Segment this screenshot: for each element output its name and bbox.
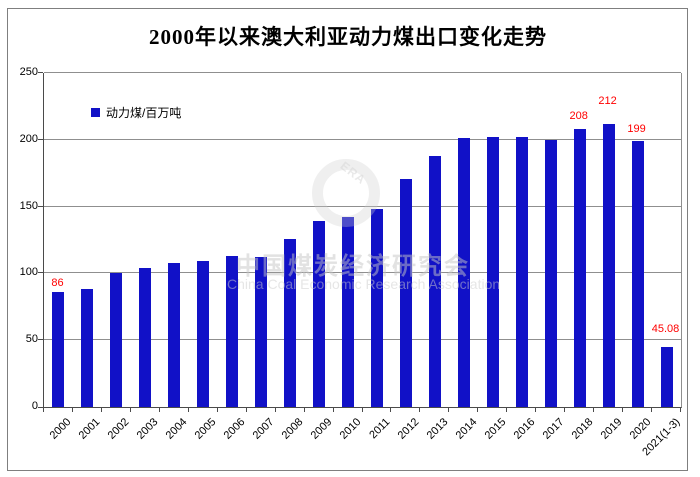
y-axis-tick-mark bbox=[38, 72, 43, 73]
watermark-english-text: China Coal Economic Research Association bbox=[227, 276, 501, 292]
x-axis-tick-mark bbox=[477, 408, 479, 412]
value-label-2000: 86 bbox=[51, 277, 64, 290]
x-axis-tick-mark bbox=[303, 408, 305, 412]
x-axis-tick-mark bbox=[158, 408, 160, 412]
bar-2005 bbox=[197, 261, 210, 407]
y-axis-tick-label-100: 100 bbox=[19, 266, 38, 279]
x-axis-tick-mark bbox=[361, 408, 363, 412]
gridline-100 bbox=[44, 272, 681, 274]
y-axis-tick-label-0: 0 bbox=[31, 400, 38, 412]
x-axis-tick-mark bbox=[216, 408, 218, 412]
plot-area bbox=[43, 72, 682, 408]
x-axis-tick-mark bbox=[419, 408, 421, 412]
bar-2007 bbox=[255, 257, 268, 407]
x-axis-tick-mark bbox=[390, 408, 392, 412]
bar-2000 bbox=[52, 292, 65, 407]
bar-2008 bbox=[284, 238, 297, 407]
y-axis-tick-label-250: 250 bbox=[19, 66, 38, 78]
gridline-200 bbox=[44, 138, 681, 140]
bar-2010 bbox=[342, 217, 355, 407]
x-axis-tick-mark bbox=[651, 408, 653, 412]
y-axis-tick-mark bbox=[38, 138, 43, 140]
bar-2009 bbox=[313, 221, 326, 407]
x-axis-tick-mark bbox=[680, 408, 681, 412]
bar-2014 bbox=[457, 138, 470, 407]
bar-2013 bbox=[428, 155, 441, 407]
x-axis-tick-mark bbox=[593, 408, 595, 412]
y-axis-tick-label-200: 200 bbox=[19, 132, 38, 145]
y-axis-tick-mark bbox=[38, 407, 43, 408]
bar-2015 bbox=[486, 137, 499, 407]
x-axis-tick-mark bbox=[245, 408, 247, 412]
bar-2006 bbox=[226, 256, 239, 407]
bar-2012 bbox=[399, 178, 412, 407]
x-axis-tick-mark bbox=[622, 408, 624, 412]
gridline-250 bbox=[44, 72, 681, 73]
x-axis-tick-mark bbox=[71, 408, 73, 412]
bar-2001 bbox=[81, 289, 94, 407]
bar-2004 bbox=[168, 262, 181, 407]
bar-2020 bbox=[631, 141, 644, 407]
x-axis-tick-mark bbox=[535, 408, 537, 412]
y-axis-tick-label-50: 50 bbox=[25, 333, 38, 346]
bar-2011 bbox=[370, 209, 383, 407]
value-label-2021(1-3): 45.08 bbox=[651, 322, 680, 335]
bar-2016 bbox=[515, 137, 528, 407]
bar-2017 bbox=[544, 139, 557, 407]
legend-swatch-icon bbox=[91, 108, 100, 117]
bar-2021(1-3) bbox=[660, 346, 673, 407]
x-axis-tick-mark bbox=[274, 408, 276, 412]
bar-2019 bbox=[602, 123, 615, 407]
x-axis-tick-mark bbox=[448, 408, 450, 412]
watermark-chinese-text: 中国煤炭经济研究会 bbox=[236, 253, 470, 280]
gridline-50 bbox=[44, 339, 681, 341]
value-label-2020: 199 bbox=[627, 123, 646, 136]
legend-label: 动力煤/百万吨 bbox=[106, 106, 182, 120]
bar-2018 bbox=[573, 129, 586, 407]
y-axis-tick-mark bbox=[38, 339, 43, 341]
value-label-2019: 212 bbox=[598, 94, 617, 107]
x-axis-tick-mark bbox=[506, 408, 508, 412]
chart-title: 2000年以来澳大利亚动力煤出口变化走势 bbox=[149, 25, 547, 49]
bar-2002 bbox=[110, 273, 123, 407]
x-axis-tick-mark bbox=[129, 408, 131, 412]
x-axis-tick-mark bbox=[187, 408, 189, 412]
y-axis-tick-mark bbox=[38, 272, 43, 274]
y-axis-tick-label-150: 150 bbox=[19, 199, 38, 212]
x-axis-tick-mark bbox=[100, 408, 102, 412]
chart-legend: 动力煤/百万吨 bbox=[91, 104, 181, 121]
bar-2003 bbox=[139, 268, 152, 407]
cera-logo-watermark bbox=[312, 159, 380, 227]
x-axis-tick-mark bbox=[564, 408, 566, 412]
y-axis-tick-mark bbox=[38, 205, 43, 207]
value-label-2018: 208 bbox=[569, 110, 588, 123]
x-axis-tick-mark bbox=[43, 408, 44, 412]
x-axis-tick-mark bbox=[332, 408, 334, 412]
